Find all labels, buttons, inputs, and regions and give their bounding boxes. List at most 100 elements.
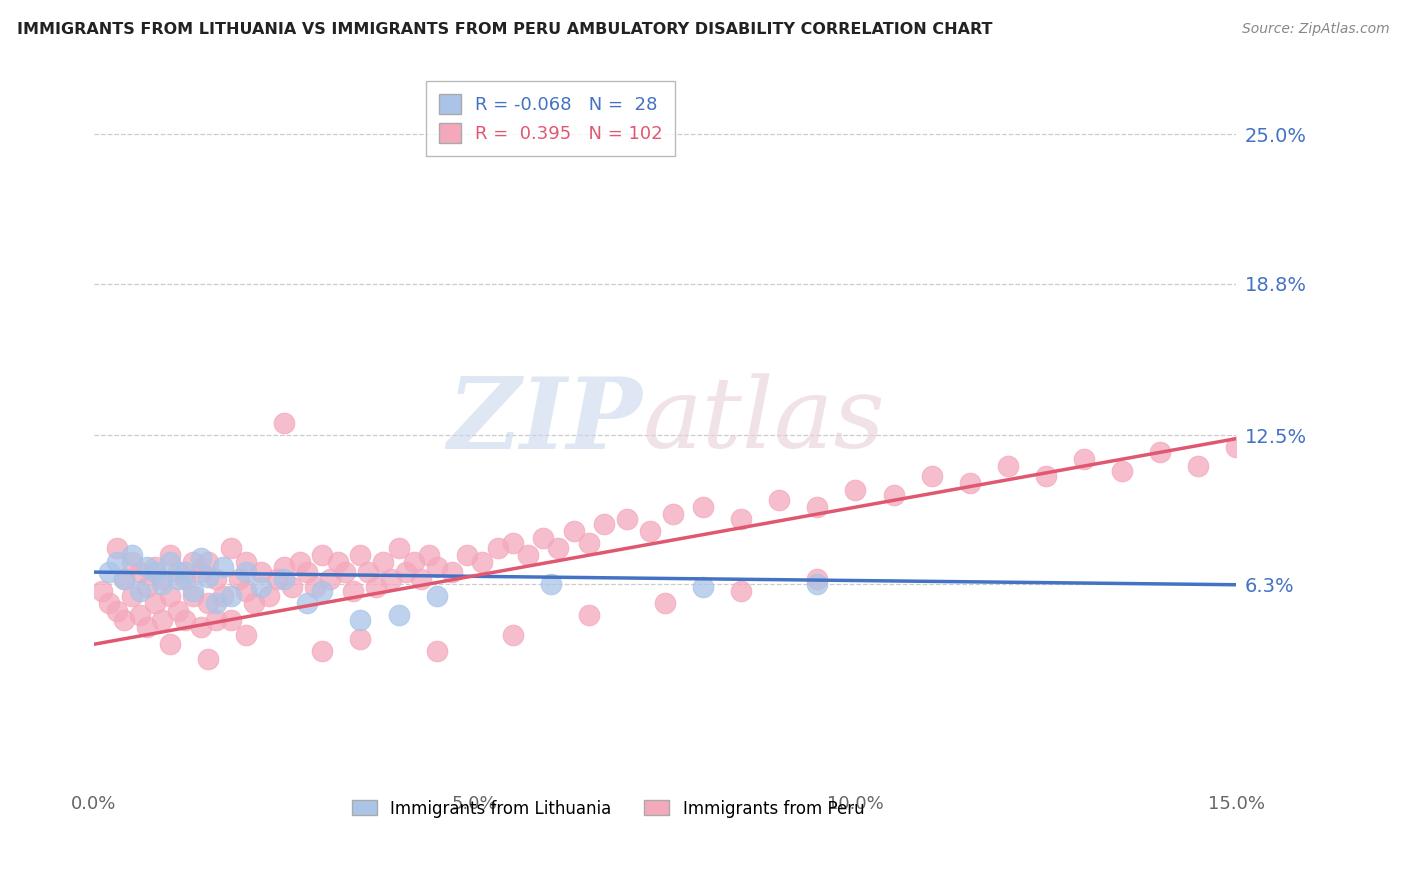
Point (174, 613, 197, 627)
Point (212, 560, 235, 574)
Point (387, 541, 409, 555)
Point (243, 596, 266, 610)
Point (730, 584, 752, 599)
Point (112, 613, 135, 627)
Text: Source: ZipAtlas.com: Source: ZipAtlas.com (1241, 22, 1389, 37)
Point (1035, 469, 1057, 483)
Point (257, 589, 280, 603)
Point (364, 580, 387, 594)
Point (1225, 440, 1247, 454)
Point (349, 632, 371, 647)
Point (616, 512, 638, 526)
Point (304, 580, 326, 594)
Text: IMMIGRANTS FROM LITHUANIA VS IMMIGRANTS FROM PERU AMBULATORY DISABILITY CORRELAT: IMMIGRANTS FROM LITHUANIA VS IMMIGRANTS … (17, 22, 993, 37)
Point (806, 572, 828, 586)
Point (228, 572, 250, 586)
Point (204, 596, 226, 610)
Point (342, 584, 364, 599)
Point (273, 416, 295, 430)
Point (136, 560, 159, 574)
Point (654, 596, 676, 610)
Point (411, 572, 433, 586)
Point (181, 584, 204, 599)
Point (235, 584, 257, 599)
Point (190, 550, 212, 565)
Point (219, 589, 242, 603)
Point (273, 572, 295, 586)
Point (335, 565, 357, 579)
Point (266, 572, 288, 586)
Point (181, 589, 204, 603)
Point (418, 549, 440, 563)
Point (174, 572, 197, 586)
Point (471, 556, 494, 570)
Point (921, 469, 943, 483)
Point (98, 565, 121, 579)
Point (997, 459, 1019, 474)
Point (387, 608, 409, 623)
Point (105, 541, 128, 555)
Point (112, 572, 135, 586)
Point (152, 577, 174, 591)
Point (882, 488, 904, 502)
Point (692, 500, 714, 515)
Point (159, 549, 181, 563)
Point (128, 584, 150, 599)
Point (844, 483, 866, 498)
Point (204, 613, 226, 627)
Point (349, 613, 371, 627)
Point (295, 565, 318, 579)
Point (1149, 445, 1171, 459)
Point (426, 560, 449, 574)
Point (547, 541, 569, 555)
Point (311, 644, 333, 658)
Point (502, 536, 524, 550)
Point (250, 565, 273, 579)
Point (143, 560, 166, 574)
Point (235, 556, 257, 570)
Point (174, 565, 197, 579)
Point (1187, 459, 1209, 474)
Point (540, 577, 562, 591)
Point (128, 608, 150, 623)
Point (349, 549, 371, 563)
Point (311, 549, 333, 563)
Point (806, 500, 828, 515)
Point (531, 532, 554, 546)
Point (373, 556, 395, 570)
Point (959, 476, 981, 491)
Point (486, 541, 509, 555)
Point (152, 613, 174, 627)
Point (768, 493, 790, 508)
Point (502, 627, 524, 641)
Point (121, 589, 143, 603)
Point (90, 584, 112, 599)
Point (311, 584, 333, 599)
Point (281, 580, 304, 594)
Point (288, 556, 311, 570)
Point (250, 580, 273, 594)
Point (295, 596, 318, 610)
Point (143, 565, 166, 579)
Point (166, 565, 188, 579)
Point (402, 556, 425, 570)
Point (235, 627, 257, 641)
Point (197, 596, 219, 610)
Point (98, 596, 121, 610)
Point (143, 596, 166, 610)
Point (159, 589, 181, 603)
Point (692, 580, 714, 594)
Point (212, 589, 235, 603)
Point (197, 570, 219, 584)
Point (190, 620, 212, 634)
Point (357, 565, 380, 579)
Point (197, 556, 219, 570)
Point (152, 572, 174, 586)
Legend: Immigrants from Lithuania, Immigrants from Peru: Immigrants from Lithuania, Immigrants fr… (344, 793, 872, 824)
Point (121, 556, 143, 570)
Point (136, 620, 159, 634)
Point (661, 508, 683, 522)
Point (440, 565, 463, 579)
Point (380, 572, 402, 586)
Point (806, 577, 828, 591)
